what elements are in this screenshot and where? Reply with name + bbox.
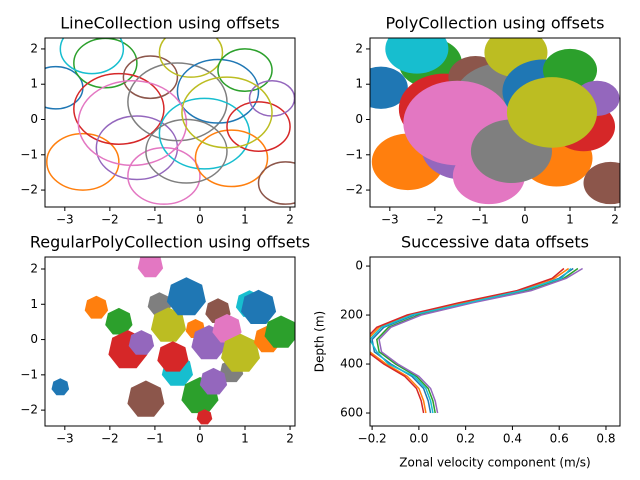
y-tick-label: 1 <box>30 77 38 91</box>
x-tick-label: 0 <box>196 432 204 446</box>
x-tick-label: 2 <box>611 213 619 227</box>
x-tick-label: −2 <box>101 432 119 446</box>
heptagon <box>137 257 164 278</box>
x-tick-label: 2 <box>286 213 294 227</box>
y-tick-label: −2 <box>20 183 38 197</box>
spiral-line <box>73 72 165 145</box>
axes-frame <box>369 37 621 208</box>
x-tick-label: −0.2 <box>358 432 387 446</box>
heptagon <box>199 367 228 395</box>
polygon <box>506 77 598 148</box>
y-tick-label: 1 <box>30 297 38 311</box>
heptagon <box>51 378 70 396</box>
plot-area <box>370 38 620 205</box>
y-axis-label: Depth (m) <box>313 311 327 372</box>
spiral-line <box>194 129 269 188</box>
x-tick-label: −2 <box>426 213 444 227</box>
spiral-line <box>59 38 125 75</box>
spiral-line <box>122 55 179 100</box>
spiral-line <box>77 79 188 167</box>
chart-title: RegularPolyCollection using offsets <box>30 233 310 252</box>
x-tick-label: 0.8 <box>596 432 615 446</box>
heptagon <box>241 289 277 324</box>
x-tick-label: 0.0 <box>409 432 428 446</box>
spiral-line <box>181 76 273 149</box>
y-tick-label: 1 <box>355 77 363 91</box>
y-tick-label: 2 <box>30 41 38 55</box>
y-tick-label: 0 <box>355 259 363 273</box>
plot-area <box>370 267 583 414</box>
spiral-line <box>226 101 291 153</box>
profile-line <box>371 267 574 414</box>
x-tick-label: 0.4 <box>503 432 522 446</box>
spiral-line <box>145 118 228 184</box>
y-tick-label: 2 <box>30 261 38 275</box>
heptagon <box>128 330 155 355</box>
y-tick-label: 0 <box>30 112 38 126</box>
x-tick-label: 1 <box>241 432 249 446</box>
spiral-line <box>176 58 260 124</box>
y-tick-label: 2 <box>355 41 363 55</box>
heptagon <box>212 314 242 343</box>
x-tick-label: 1 <box>241 213 249 227</box>
x-axis-label: Zonal velocity component (m/s) <box>399 456 590 470</box>
heptagon <box>150 307 186 342</box>
heptagon <box>196 409 213 425</box>
heptagon <box>264 315 295 348</box>
spiral-line <box>95 115 179 181</box>
y-tick-label: 200 <box>340 308 363 322</box>
x-tick-label: −1 <box>146 432 164 446</box>
x-tick-label: 0 <box>196 213 204 227</box>
x-tick-label: −3 <box>56 432 74 446</box>
spiral-line <box>158 38 224 78</box>
y-tick-label: −1 <box>345 147 363 161</box>
y-tick-label: −2 <box>20 403 38 417</box>
x-tick-label: 0 <box>521 213 529 227</box>
heptagon <box>157 341 189 372</box>
heptagon <box>84 295 109 319</box>
heptagon <box>221 333 260 372</box>
profile-line <box>370 267 570 414</box>
spiral-line <box>127 62 228 142</box>
y-tick-label: −1 <box>20 367 38 381</box>
chart-title: LineCollection using offsets <box>60 14 279 33</box>
y-tick-label: 600 <box>340 406 363 420</box>
spiral-line <box>257 161 295 205</box>
x-tick-label: −3 <box>56 213 74 227</box>
axes-frame <box>369 256 621 427</box>
y-tick-label: −1 <box>20 147 38 161</box>
heptagon <box>105 307 133 335</box>
polygon <box>370 66 408 109</box>
x-tick-label: −1 <box>471 213 489 227</box>
axes-frame <box>44 37 296 208</box>
x-tick-label: 1 <box>566 213 574 227</box>
polygon <box>583 161 620 205</box>
x-tick-label: −3 <box>381 213 399 227</box>
x-tick-label: −1 <box>146 213 164 227</box>
spiral-line <box>127 146 201 205</box>
polygon <box>385 38 449 74</box>
y-tick-label: 0 <box>30 332 38 346</box>
y-tick-label: 400 <box>340 357 363 371</box>
spiral-line <box>46 132 120 191</box>
profile-line <box>370 267 572 414</box>
x-tick-label: 0.2 <box>456 432 475 446</box>
profile-line <box>378 267 583 414</box>
plot-area <box>51 257 295 425</box>
heptagon <box>127 380 165 417</box>
profile-line <box>375 267 579 414</box>
x-tick-label: 0.6 <box>550 432 569 446</box>
axes-frame <box>44 256 296 427</box>
profile-line <box>370 267 565 414</box>
heptagon <box>166 277 206 316</box>
x-tick-label: −2 <box>101 213 119 227</box>
y-tick-label: −2 <box>345 183 363 197</box>
spiral-line <box>217 48 273 93</box>
y-tick-label: 0 <box>355 112 363 126</box>
chart-title: PolyCollection using offsets <box>386 14 605 33</box>
plot-area <box>45 38 295 205</box>
chart-title: Successive data offsets <box>401 233 589 252</box>
x-tick-label: 2 <box>286 432 294 446</box>
